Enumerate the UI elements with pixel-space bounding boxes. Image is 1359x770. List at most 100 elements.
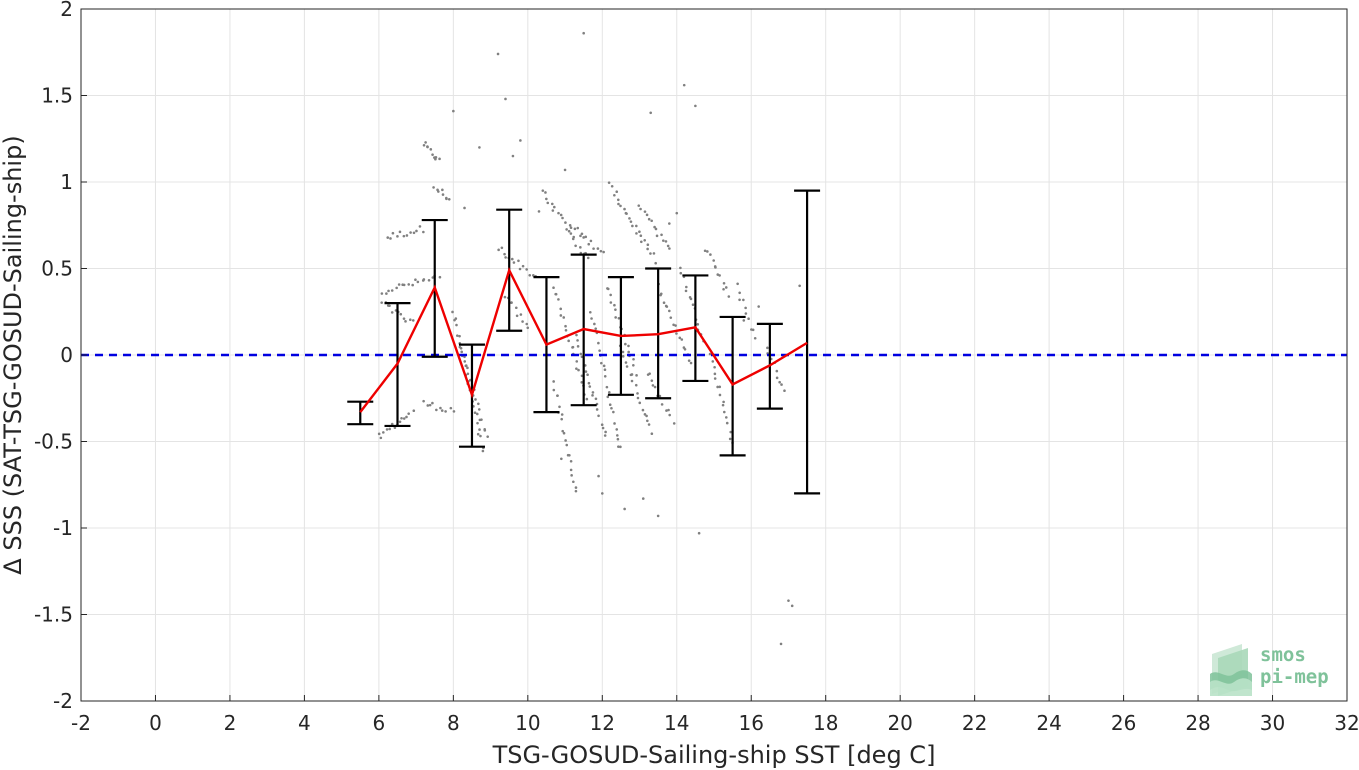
y-tick-label: -1 <box>53 516 73 540</box>
scatter-point <box>564 221 567 224</box>
scatter-point <box>405 415 408 419</box>
scatter-point <box>575 333 578 337</box>
scatter-point <box>753 336 757 340</box>
scatter-point <box>616 198 620 202</box>
scatter-point <box>585 397 589 401</box>
scatter-point <box>510 257 514 261</box>
scatter-point <box>722 400 725 404</box>
scatter-point <box>713 365 716 369</box>
scatter-point <box>552 205 556 209</box>
scatter-point <box>646 247 649 251</box>
scatter-point <box>559 213 563 217</box>
scatter-point <box>478 146 481 149</box>
scatter-point <box>656 514 660 518</box>
scatter-point <box>729 430 733 434</box>
scatter-point <box>441 193 445 196</box>
scatter-point <box>630 379 634 383</box>
scatter-point <box>696 323 700 326</box>
scatter-point <box>452 410 456 413</box>
scatter-point <box>597 474 600 478</box>
scatter-point <box>483 429 487 432</box>
y-tick-label: 1 <box>60 170 73 194</box>
scatter-point <box>580 355 584 359</box>
scatter-point <box>398 230 402 234</box>
scatter-point <box>562 316 566 319</box>
scatter-point <box>643 238 647 242</box>
logo-text-line1: smos <box>1260 644 1306 666</box>
scatter-point <box>556 394 559 397</box>
scatter-point <box>669 316 673 319</box>
scatter-point <box>444 410 447 413</box>
x-tick-label: 18 <box>813 711 838 735</box>
scatter-point <box>604 430 607 434</box>
scatter-point <box>591 394 594 397</box>
x-tick-label: 26 <box>1111 711 1136 735</box>
scatter-point <box>451 310 454 314</box>
scatter-point <box>569 232 573 235</box>
scatter-point <box>422 278 426 281</box>
scatter-point <box>559 307 563 311</box>
scatter-point <box>379 436 383 440</box>
scatter-point <box>560 417 563 421</box>
scatter-point <box>646 419 649 423</box>
scatter-point <box>560 413 564 416</box>
scatter-point <box>565 443 569 447</box>
scatter-point <box>480 418 483 421</box>
scatter-point <box>398 420 402 424</box>
scatter-point <box>409 231 412 234</box>
scatter-point <box>703 249 707 253</box>
scatter-point <box>569 226 573 230</box>
scatter-point <box>675 332 678 335</box>
scatter-point <box>562 431 566 435</box>
scatter-point <box>650 219 653 223</box>
scatter-point <box>598 349 601 352</box>
scatter-point <box>575 367 578 370</box>
x-tick-label: 14 <box>664 711 689 735</box>
scatter-point <box>623 207 626 211</box>
scatter-point <box>584 235 588 239</box>
scatter-point <box>571 237 575 241</box>
scatter-point <box>603 368 607 372</box>
scatter-point <box>606 395 610 399</box>
scatter-point <box>525 268 528 271</box>
scatter-point <box>514 306 518 310</box>
scatter-point <box>742 319 746 322</box>
x-tick-label: 12 <box>590 711 615 735</box>
scatter-point <box>571 345 575 349</box>
scatter-point <box>632 363 635 367</box>
scatter-point <box>528 273 532 277</box>
scatter-point <box>594 397 598 401</box>
scatter-point <box>678 336 682 340</box>
scatter-point <box>558 405 561 409</box>
scatter-point <box>625 212 628 215</box>
x-tick-label: 0 <box>149 711 162 735</box>
scatter-point <box>635 232 638 235</box>
scatter-point <box>582 236 585 239</box>
scatter-point <box>402 234 406 238</box>
scatter-point <box>602 250 605 254</box>
scatter-point <box>613 422 616 425</box>
scatter-point <box>638 230 641 234</box>
scatter-point <box>596 247 600 250</box>
scatter-point <box>474 398 477 401</box>
scatter-point <box>586 256 590 260</box>
x-tick-label: 2 <box>224 711 237 735</box>
scatter-point <box>428 403 432 407</box>
scatter-point <box>426 404 430 407</box>
scatter-point <box>697 531 701 535</box>
scatter-point <box>576 345 580 348</box>
scatter-point <box>396 235 399 238</box>
scatter-point <box>407 412 410 415</box>
scatter-point <box>452 109 455 113</box>
scatter-point <box>391 231 395 235</box>
scatter-point <box>679 271 683 275</box>
scatter-point <box>780 383 783 386</box>
scatter-point <box>582 31 585 35</box>
scatter-point <box>552 380 555 383</box>
scatter-point <box>486 435 489 438</box>
scatter-point <box>680 338 684 341</box>
scatter-point <box>434 156 438 159</box>
scatter-point <box>532 274 535 277</box>
scatter-point <box>453 318 456 322</box>
scatter-point <box>757 305 760 308</box>
